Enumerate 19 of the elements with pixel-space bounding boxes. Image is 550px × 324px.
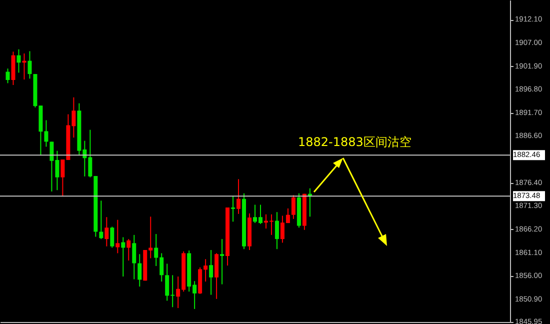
candlestick xyxy=(138,254,142,288)
candlestick xyxy=(291,194,296,220)
candlestick xyxy=(104,216,109,247)
candlestick xyxy=(121,236,126,278)
candlestick xyxy=(214,252,219,300)
annotation: 1882-1883区间沽空 xyxy=(298,135,412,149)
candlestick xyxy=(110,226,114,248)
candlestick xyxy=(16,48,21,74)
candlestick xyxy=(126,238,131,262)
candlestick xyxy=(220,238,224,285)
candlestick xyxy=(132,234,136,280)
candlestick xyxy=(274,212,279,250)
candlestick xyxy=(236,178,241,214)
candlestick xyxy=(99,200,104,240)
candlestick xyxy=(231,196,236,222)
candlestick xyxy=(28,50,32,80)
candlestick xyxy=(209,250,214,296)
candlestick xyxy=(116,219,120,254)
candlestick xyxy=(6,68,10,84)
